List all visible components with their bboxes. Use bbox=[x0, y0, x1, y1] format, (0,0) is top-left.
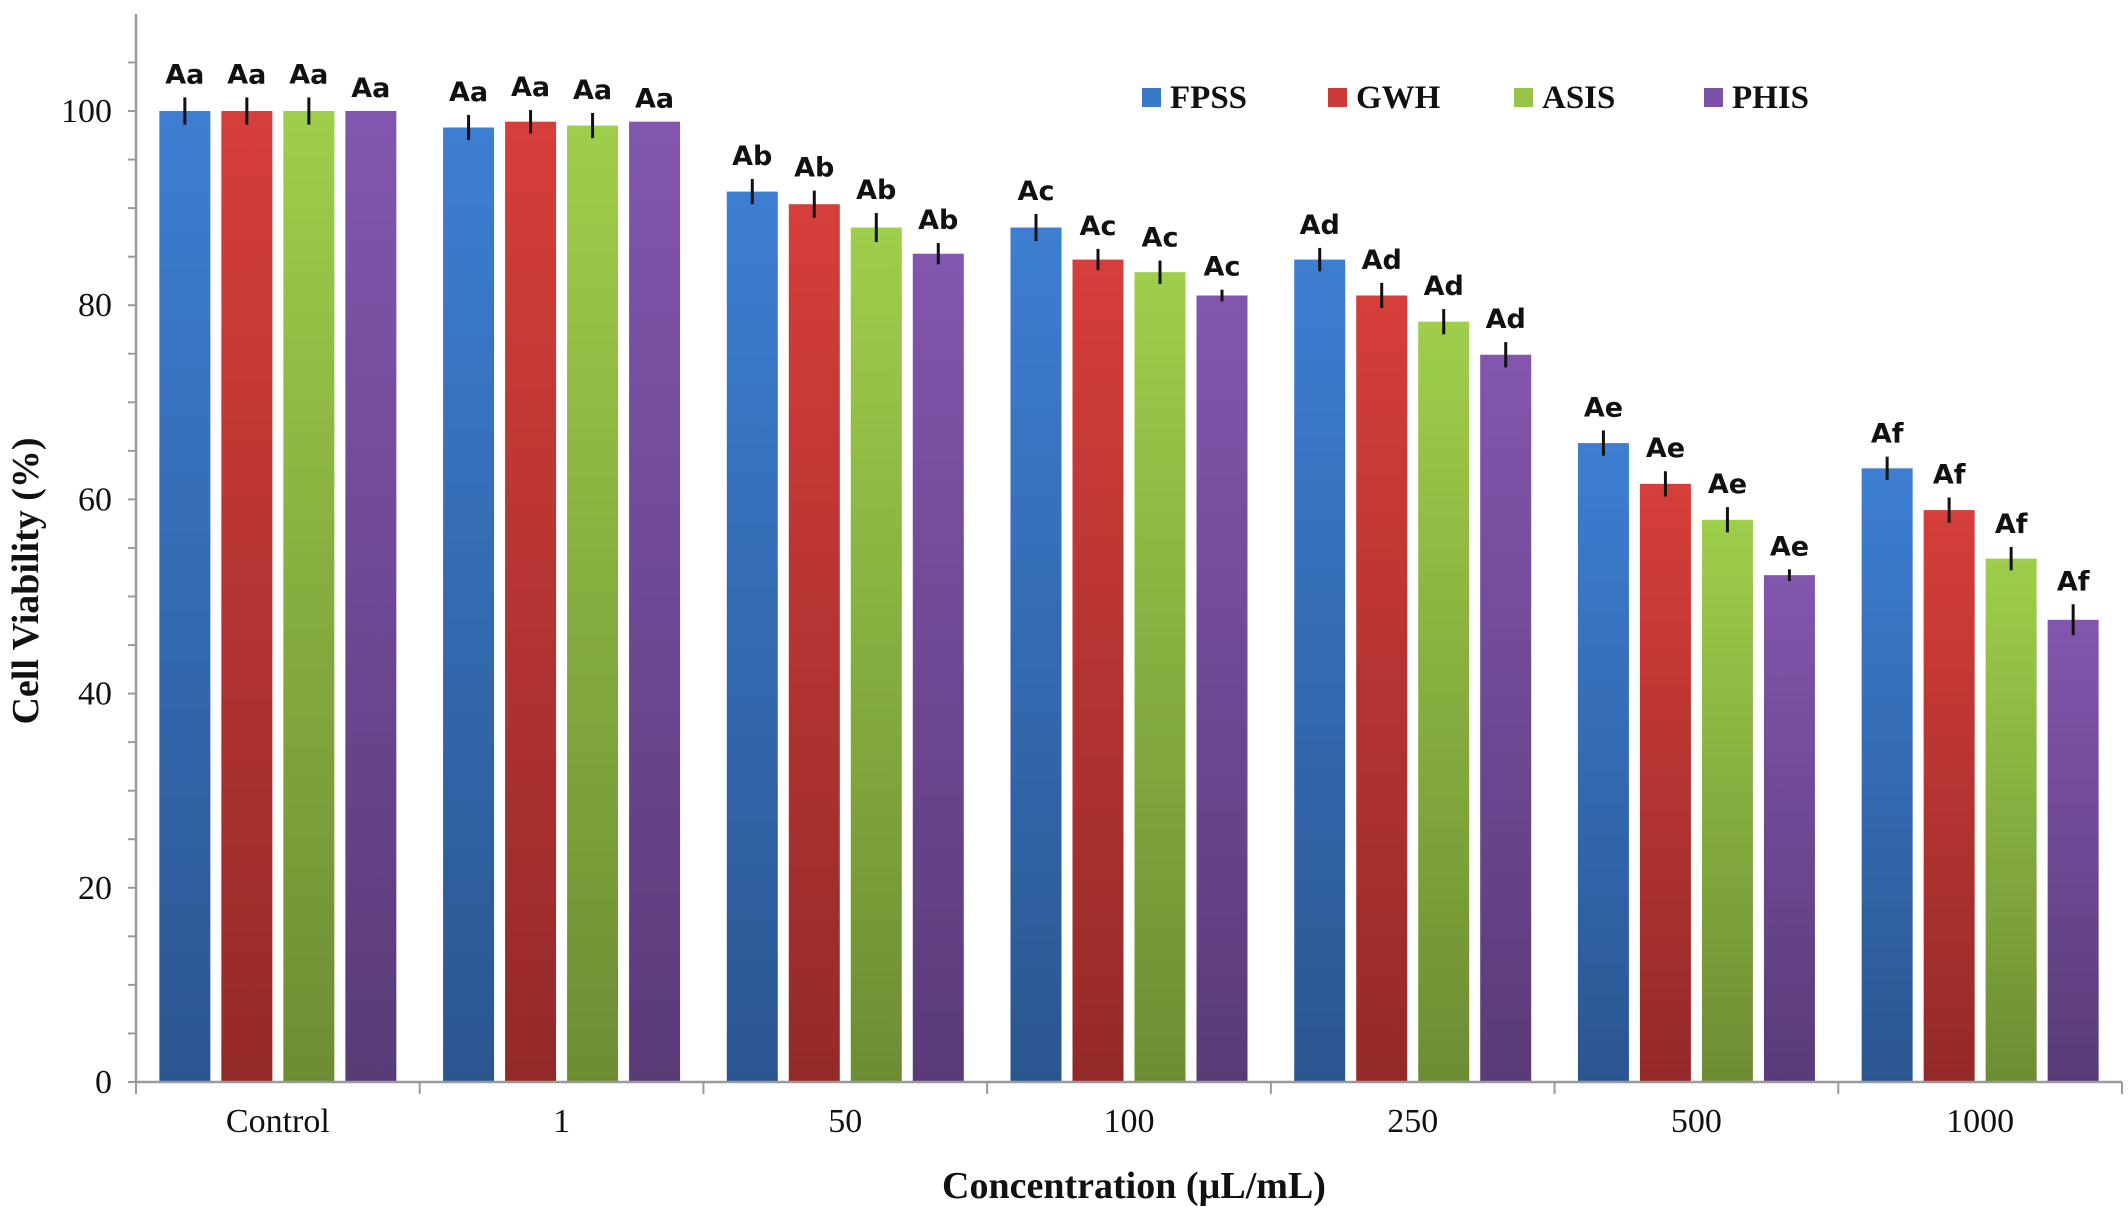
data-label-fpss-50: Ab bbox=[732, 141, 772, 172]
bar-asis-100 bbox=[1134, 272, 1186, 1082]
data-label-asis-500: Ae bbox=[1708, 469, 1747, 500]
bar-fpss-1000 bbox=[1861, 468, 1913, 1082]
y-tick-label: 80 bbox=[78, 287, 112, 324]
data-label-fpss-500: Ae bbox=[1584, 392, 1623, 423]
x-tick-label: 50 bbox=[828, 1103, 862, 1140]
bar-gwh-100 bbox=[1072, 259, 1124, 1082]
bar-phis-50 bbox=[912, 253, 964, 1082]
legend: FPSS GWH ASIS PHIS bbox=[1142, 80, 1809, 116]
data-label-phis-250: Ad bbox=[1486, 304, 1526, 335]
bar-gwh-50 bbox=[788, 204, 840, 1082]
legend-swatch-phis bbox=[1704, 88, 1723, 107]
data-label-fpss-250: Ad bbox=[1300, 210, 1340, 241]
data-label-asis-250: Ad bbox=[1424, 271, 1464, 302]
legend-label-fpss: FPSS bbox=[1170, 80, 1247, 116]
bar-phis-1000 bbox=[2047, 619, 2099, 1082]
data-label-fpss-control: Aa bbox=[165, 59, 204, 90]
bar-gwh-1 bbox=[505, 121, 557, 1082]
data-label-phis-control: Aa bbox=[351, 73, 390, 104]
data-label-phis-100: Ac bbox=[1204, 252, 1241, 283]
x-axis-title: Concentration (µL/mL) bbox=[942, 1165, 1326, 1207]
bar-phis-500 bbox=[1763, 575, 1815, 1082]
data-label-phis-1000: Af bbox=[2057, 566, 2090, 597]
x-tick-label: 1 bbox=[553, 1103, 570, 1140]
data-label-gwh-250: Ad bbox=[1362, 245, 1402, 276]
data-label-asis-50: Ab bbox=[856, 175, 896, 206]
legend-label-asis: ASIS bbox=[1542, 80, 1615, 116]
bar-fpss-50 bbox=[726, 191, 778, 1082]
bar-gwh-500 bbox=[1639, 483, 1691, 1082]
bar-asis-control bbox=[283, 111, 335, 1082]
data-label-fpss-1: Aa bbox=[449, 77, 488, 108]
legend-swatch-gwh bbox=[1328, 88, 1347, 107]
data-label-asis-1: Aa bbox=[573, 75, 612, 106]
y-tick-label: 60 bbox=[78, 481, 112, 518]
bar-gwh-1000 bbox=[1923, 510, 1975, 1082]
data-label-gwh-50: Ab bbox=[794, 153, 834, 184]
bar-asis-1 bbox=[567, 125, 619, 1082]
data-label-fpss-1000: Af bbox=[1871, 419, 1904, 450]
legend-swatch-fpss bbox=[1142, 88, 1161, 107]
bars bbox=[159, 111, 2099, 1082]
data-label-asis-control: Aa bbox=[289, 59, 328, 90]
x-tick-label: 100 bbox=[1104, 1103, 1155, 1140]
data-labels: Aa Aa Aa Aa Aa Aa Aa Aa Ab Ab Ab Ab Ac Ac Ac Ac Ad Ad Ad Ad… bbox=[165, 59, 2089, 597]
bar-fpss-500 bbox=[1577, 443, 1629, 1082]
data-label-fpss-100: Ac bbox=[1018, 176, 1055, 207]
data-label-phis-50: Ab bbox=[918, 205, 958, 236]
bar-fpss-100 bbox=[1010, 227, 1062, 1082]
error-bars bbox=[183, 97, 2075, 636]
bar-fpss-250 bbox=[1294, 259, 1346, 1082]
x-tick-label: 1000 bbox=[1946, 1103, 2014, 1140]
legend-swatch-asis bbox=[1514, 88, 1533, 107]
data-label-gwh-1: Aa bbox=[511, 72, 550, 103]
data-label-asis-1000: Af bbox=[1995, 509, 2028, 540]
bar-phis-250 bbox=[1480, 354, 1532, 1082]
axes: 0 20 40 60 80 100 Control 1 50 100 250 500 1000 bbox=[61, 14, 2123, 1140]
bar-asis-1000 bbox=[1985, 558, 2037, 1082]
x-tick-label: Control bbox=[226, 1103, 330, 1140]
legend-label-phis: PHIS bbox=[1732, 80, 1809, 116]
bar-gwh-250 bbox=[1356, 295, 1408, 1082]
data-label-gwh-control: Aa bbox=[227, 59, 266, 90]
legend-label-gwh: GWH bbox=[1356, 80, 1441, 116]
data-label-phis-500: Ae bbox=[1770, 531, 1809, 562]
bar-fpss-1 bbox=[443, 127, 495, 1082]
y-tick-label: 100 bbox=[61, 93, 112, 130]
data-label-gwh-100: Ac bbox=[1080, 211, 1117, 242]
data-label-phis-1: Aa bbox=[635, 84, 674, 115]
bar-gwh-control bbox=[221, 111, 273, 1082]
bar-fpss-control bbox=[159, 111, 211, 1082]
y-axis-title: Cell Viability (%) bbox=[5, 437, 47, 724]
bar-phis-100 bbox=[1196, 295, 1248, 1082]
bar-phis-control bbox=[345, 111, 397, 1082]
bar-asis-500 bbox=[1701, 519, 1753, 1082]
y-tick-label: 0 bbox=[95, 1064, 112, 1101]
data-label-gwh-500: Ae bbox=[1646, 433, 1685, 464]
y-tick-label: 20 bbox=[78, 870, 112, 907]
x-tick-label: 250 bbox=[1387, 1103, 1438, 1140]
data-label-gwh-1000: Af bbox=[1933, 459, 1966, 490]
bar-asis-50 bbox=[850, 227, 902, 1082]
bar-asis-250 bbox=[1418, 321, 1470, 1082]
data-label-asis-100: Ac bbox=[1142, 223, 1179, 254]
y-tick-label: 40 bbox=[78, 676, 112, 713]
bar-phis-1 bbox=[629, 121, 681, 1082]
x-tick-label: 500 bbox=[1671, 1103, 1722, 1140]
